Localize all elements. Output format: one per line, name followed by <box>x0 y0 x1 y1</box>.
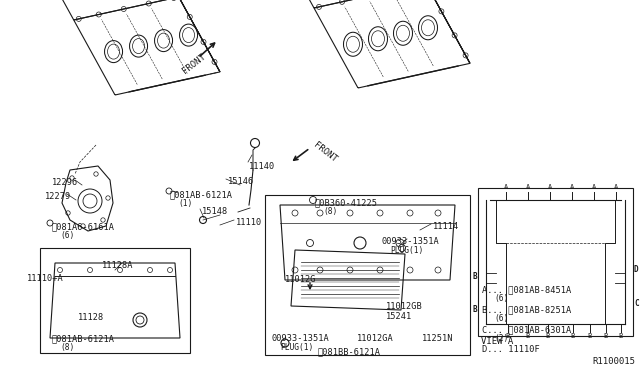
Text: 12296: 12296 <box>52 178 78 187</box>
Text: 11114: 11114 <box>433 222 460 231</box>
Text: (8): (8) <box>323 207 337 216</box>
Text: B: B <box>506 333 510 339</box>
Text: (6): (6) <box>494 294 508 303</box>
Text: R1100015: R1100015 <box>592 357 635 366</box>
Text: 00933-1351A: 00933-1351A <box>382 237 440 246</box>
Text: 11110+A: 11110+A <box>27 274 64 283</box>
Text: Ⓑ081A6-6161A: Ⓑ081A6-6161A <box>52 222 115 231</box>
Bar <box>478 188 633 336</box>
Text: A... Ⓑ081AB-8451A: A... Ⓑ081AB-8451A <box>482 285 572 294</box>
Text: 11110: 11110 <box>236 218 262 227</box>
Text: B: B <box>619 333 623 339</box>
Text: B: B <box>604 333 608 339</box>
Text: Ⓢ081BB-6121A: Ⓢ081BB-6121A <box>318 347 381 356</box>
Text: B... Ⓑ081AB-8251A: B... Ⓑ081AB-8251A <box>482 305 572 314</box>
Text: 11140: 11140 <box>249 162 275 171</box>
Bar <box>265 195 470 355</box>
Bar <box>40 248 190 353</box>
Text: 15146: 15146 <box>228 177 254 186</box>
Text: D: D <box>634 265 639 274</box>
Text: 11012GA: 11012GA <box>357 334 394 343</box>
Text: (2): (2) <box>494 334 508 343</box>
Text: Ⓑ081AB-6121A: Ⓑ081AB-6121A <box>170 190 233 199</box>
Text: FRONT: FRONT <box>181 52 208 76</box>
Text: FRONT: FRONT <box>312 140 339 164</box>
Text: A: A <box>570 184 574 190</box>
Text: A: A <box>504 184 508 190</box>
Text: A: A <box>526 184 530 190</box>
Text: Ⓑ081AB-6121A: Ⓑ081AB-6121A <box>52 334 115 343</box>
Text: 11128: 11128 <box>78 313 104 322</box>
Text: 11012G: 11012G <box>285 275 317 284</box>
Text: B: B <box>571 333 575 339</box>
Text: (6): (6) <box>494 314 508 323</box>
Text: 11128A: 11128A <box>102 261 134 270</box>
Text: 12279: 12279 <box>45 192 71 201</box>
Text: VIEW A: VIEW A <box>481 337 513 346</box>
Text: (6): (6) <box>60 231 74 240</box>
Text: A: A <box>614 184 618 190</box>
Text: (1): (1) <box>178 199 192 208</box>
Text: C: C <box>634 299 639 308</box>
Text: 11012GB: 11012GB <box>386 302 423 311</box>
Text: B: B <box>472 272 477 281</box>
Text: A: A <box>548 184 552 190</box>
Text: Ⓢ0B360-41225: Ⓢ0B360-41225 <box>315 198 378 207</box>
Text: A: A <box>592 184 596 190</box>
Text: C... Ⓑ081AB-6301A: C... Ⓑ081AB-6301A <box>482 325 572 334</box>
Text: 11251N: 11251N <box>422 334 454 343</box>
Text: B: B <box>526 333 530 339</box>
Text: 15241: 15241 <box>386 312 412 321</box>
Text: (8): (8) <box>60 343 74 352</box>
Text: B: B <box>546 333 550 339</box>
Text: 00933-1351A: 00933-1351A <box>272 334 330 343</box>
Text: D... 11110F: D... 11110F <box>482 345 540 354</box>
Text: B: B <box>588 333 592 339</box>
Text: B: B <box>472 305 477 314</box>
Text: PLUG(1): PLUG(1) <box>390 246 423 255</box>
Text: PLUG(1): PLUG(1) <box>280 343 313 352</box>
Text: 15148: 15148 <box>202 207 228 216</box>
